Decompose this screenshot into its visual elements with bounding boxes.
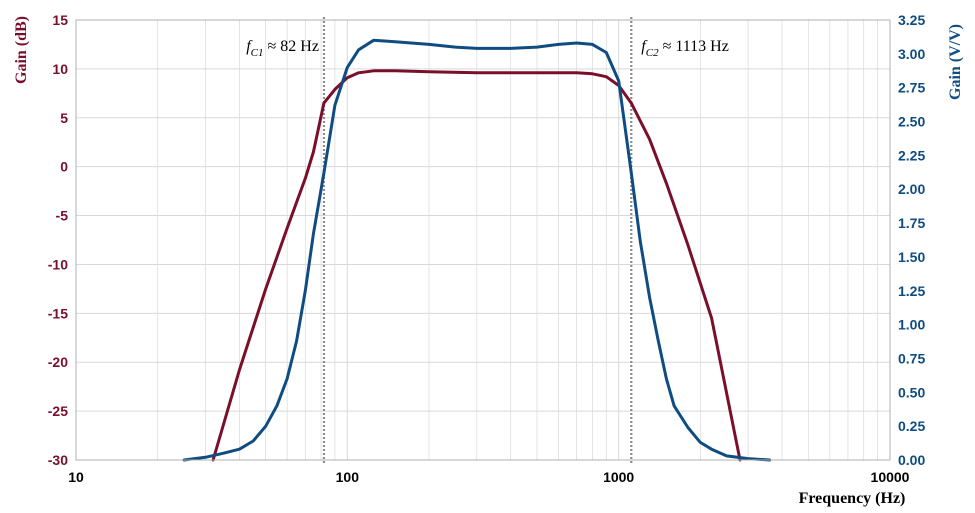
vv-gain-line [182,38,772,462]
series-lines [182,38,772,462]
right-tick-label: 2.00 [898,181,925,197]
left-tick-label: -5 [56,208,69,224]
cutoff-annotation: fC2 ≈ 1113 Hz [641,38,729,59]
right-axis-title: Gain (V/V) [947,24,964,100]
right-tick-label: 0.00 [898,452,925,468]
annotation-subscript: C2 [646,47,659,59]
annotation-text: ≈ 1113 Hz [659,38,729,55]
left-tick-label: 15 [52,12,68,28]
annotation-text: ≈ 82 Hz [264,38,319,55]
right-tick-label: 0.75 [898,350,925,366]
right-axis-ticks: 3.25 3.00 2.75 2.50 2.25 2.00 1.75 1.50 1.25 1.00… [898,12,925,468]
left-tick-label: -10 [48,256,68,272]
left-tick-label: -15 [48,305,68,321]
cutoff-annotation: fC1 ≈ 82 Hz [246,38,319,59]
right-tick-label: 2.50 [898,114,925,130]
cutoff-markers [322,17,633,464]
right-tick-label: 3.00 [898,46,925,62]
left-axis-ticks: 15 10 5 0 -5 -10 -15 -20 -25 -30 [48,12,68,468]
x-tick-label: 1000 [603,469,634,485]
left-tick-label: 10 [52,61,68,77]
right-tick-label: 1.75 [898,215,925,231]
left-tick-label: 0 [60,159,68,175]
right-tick-label: 0.50 [898,384,925,400]
grid [75,19,890,461]
left-tick-label: 5 [60,110,68,126]
annotation-symbol: f [641,38,648,55]
left-tick-label: -25 [48,403,68,419]
annotation-symbol: f [246,38,253,55]
x-axis-ticks: 10 100 1000 10000 [68,469,909,485]
right-tick-label: 1.50 [898,249,925,265]
annotation-subscript: C1 [251,47,264,59]
x-tick-label: 10 [68,469,84,485]
right-tick-label: 2.25 [898,147,925,163]
annotations: fC1 ≈ 82 Hz fC2 ≈ 1113 Hz [246,38,729,59]
left-axis-title: Gain (dB) [13,16,30,84]
db-gain-line [211,69,742,462]
right-tick-label: 0.25 [898,418,925,434]
left-tick-label: -20 [48,354,68,370]
x-tick-label: 100 [336,469,360,485]
right-tick-label: 1.00 [898,317,925,333]
x-axis-title: Frequency (Hz) [799,490,906,507]
plot-frame [75,19,891,461]
right-tick-label: 1.25 [898,283,925,299]
left-tick-label: -30 [48,452,68,468]
right-tick-label: 3.25 [898,12,925,28]
x-tick-label: 10000 [871,469,910,485]
right-tick-label: 2.75 [898,80,925,96]
